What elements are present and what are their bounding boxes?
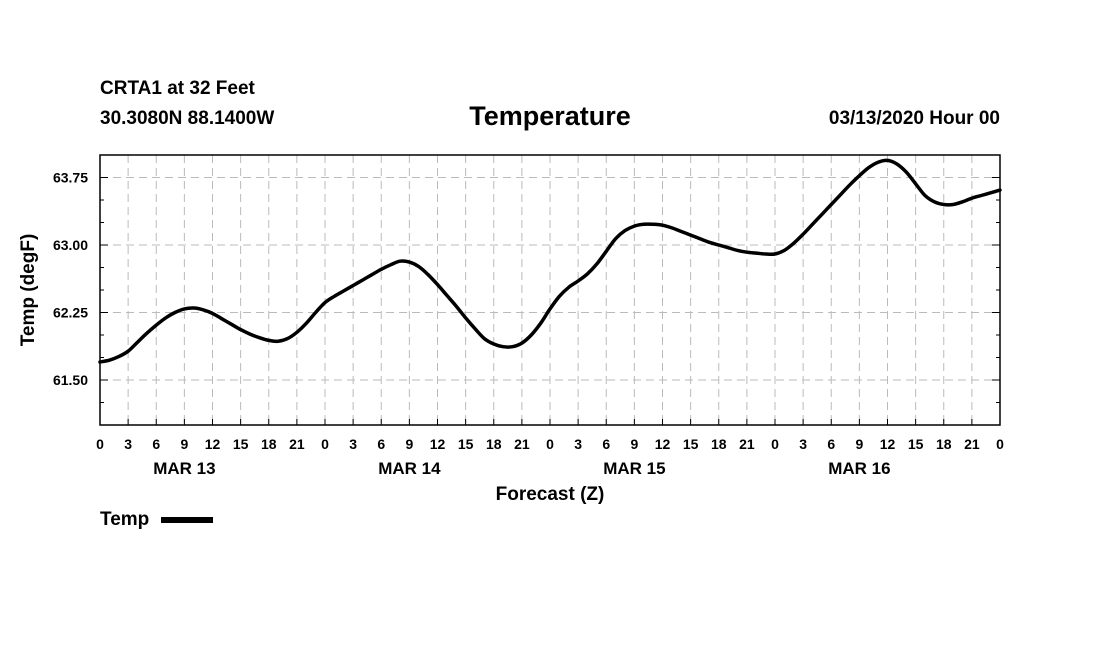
series-layer bbox=[98, 158, 1002, 364]
x-tick-label: 9 bbox=[630, 436, 638, 452]
x-tick-label: 3 bbox=[349, 436, 357, 452]
grid bbox=[100, 155, 1000, 425]
x-tick-label: 18 bbox=[936, 436, 952, 452]
x-tick-label: 12 bbox=[655, 436, 671, 452]
x-tick-label: 3 bbox=[124, 436, 132, 452]
x-tick-label: 0 bbox=[321, 436, 329, 452]
issue-time: 03/13/2020 Hour 00 bbox=[829, 108, 1000, 129]
x-tick-label: 21 bbox=[964, 436, 980, 452]
legend: Temp bbox=[100, 509, 213, 530]
x-axis-label: Forecast (Z) bbox=[496, 484, 605, 505]
x-tick-label: 6 bbox=[602, 436, 610, 452]
x-tick-label: 15 bbox=[458, 436, 474, 452]
y-tick-label: 63.00 bbox=[53, 237, 88, 253]
x-tick-label: 0 bbox=[546, 436, 554, 452]
x-tick-label: 3 bbox=[574, 436, 582, 452]
x-tick-label: 6 bbox=[152, 436, 160, 452]
x-tick-label: 12 bbox=[430, 436, 446, 452]
y-axis-label: Temp (degF) bbox=[18, 234, 39, 347]
x-tick-label: 6 bbox=[827, 436, 835, 452]
x-tick-label: 15 bbox=[683, 436, 699, 452]
y-tick-label: 61.50 bbox=[53, 372, 88, 388]
day-label: MAR 13 bbox=[153, 459, 215, 478]
x-tick-label: 12 bbox=[205, 436, 221, 452]
x-tick-label: 18 bbox=[261, 436, 277, 452]
x-tick-label: 21 bbox=[289, 436, 305, 452]
x-tick-label: 0 bbox=[771, 436, 779, 452]
temp-series-line bbox=[98, 158, 1002, 364]
plot-frame bbox=[99, 154, 1001, 426]
day-label: MAR 15 bbox=[603, 459, 665, 478]
day-label: MAR 16 bbox=[828, 459, 890, 478]
x-tick-label: 0 bbox=[96, 436, 104, 452]
x-tick-label: 21 bbox=[514, 436, 530, 452]
y-tick-label: 62.25 bbox=[53, 305, 88, 321]
x-tick-label: 9 bbox=[180, 436, 188, 452]
x-tick-label: 15 bbox=[233, 436, 249, 452]
y-tick-label: 63.75 bbox=[53, 170, 88, 186]
x-tick-label: 12 bbox=[880, 436, 896, 452]
station-name: CRTA1 at 32 Feet bbox=[100, 78, 256, 99]
legend-label: Temp bbox=[100, 509, 149, 530]
x-tick-label: 9 bbox=[405, 436, 413, 452]
station-coordinates: 30.3080N 88.1400W bbox=[100, 108, 274, 129]
x-tick-label: 0 bbox=[996, 436, 1004, 452]
x-tick-label: 18 bbox=[711, 436, 727, 452]
chart-title: Temperature bbox=[469, 101, 631, 131]
x-tick-label: 15 bbox=[908, 436, 924, 452]
day-label: MAR 14 bbox=[378, 459, 441, 478]
x-tick-label: 3 bbox=[799, 436, 807, 452]
x-tick-label: 18 bbox=[486, 436, 502, 452]
x-tick-label: 21 bbox=[739, 436, 755, 452]
x-tick-label: 9 bbox=[855, 436, 863, 452]
x-tick-label: 6 bbox=[377, 436, 385, 452]
tick-labels: 0 3 6 9 12 15 18 21 0 3 6 9 12 15 18 21 0 3 6 9 12 15 18 21 0 3 6 9… bbox=[53, 170, 1004, 479]
legend-line-swatch bbox=[161, 517, 213, 523]
